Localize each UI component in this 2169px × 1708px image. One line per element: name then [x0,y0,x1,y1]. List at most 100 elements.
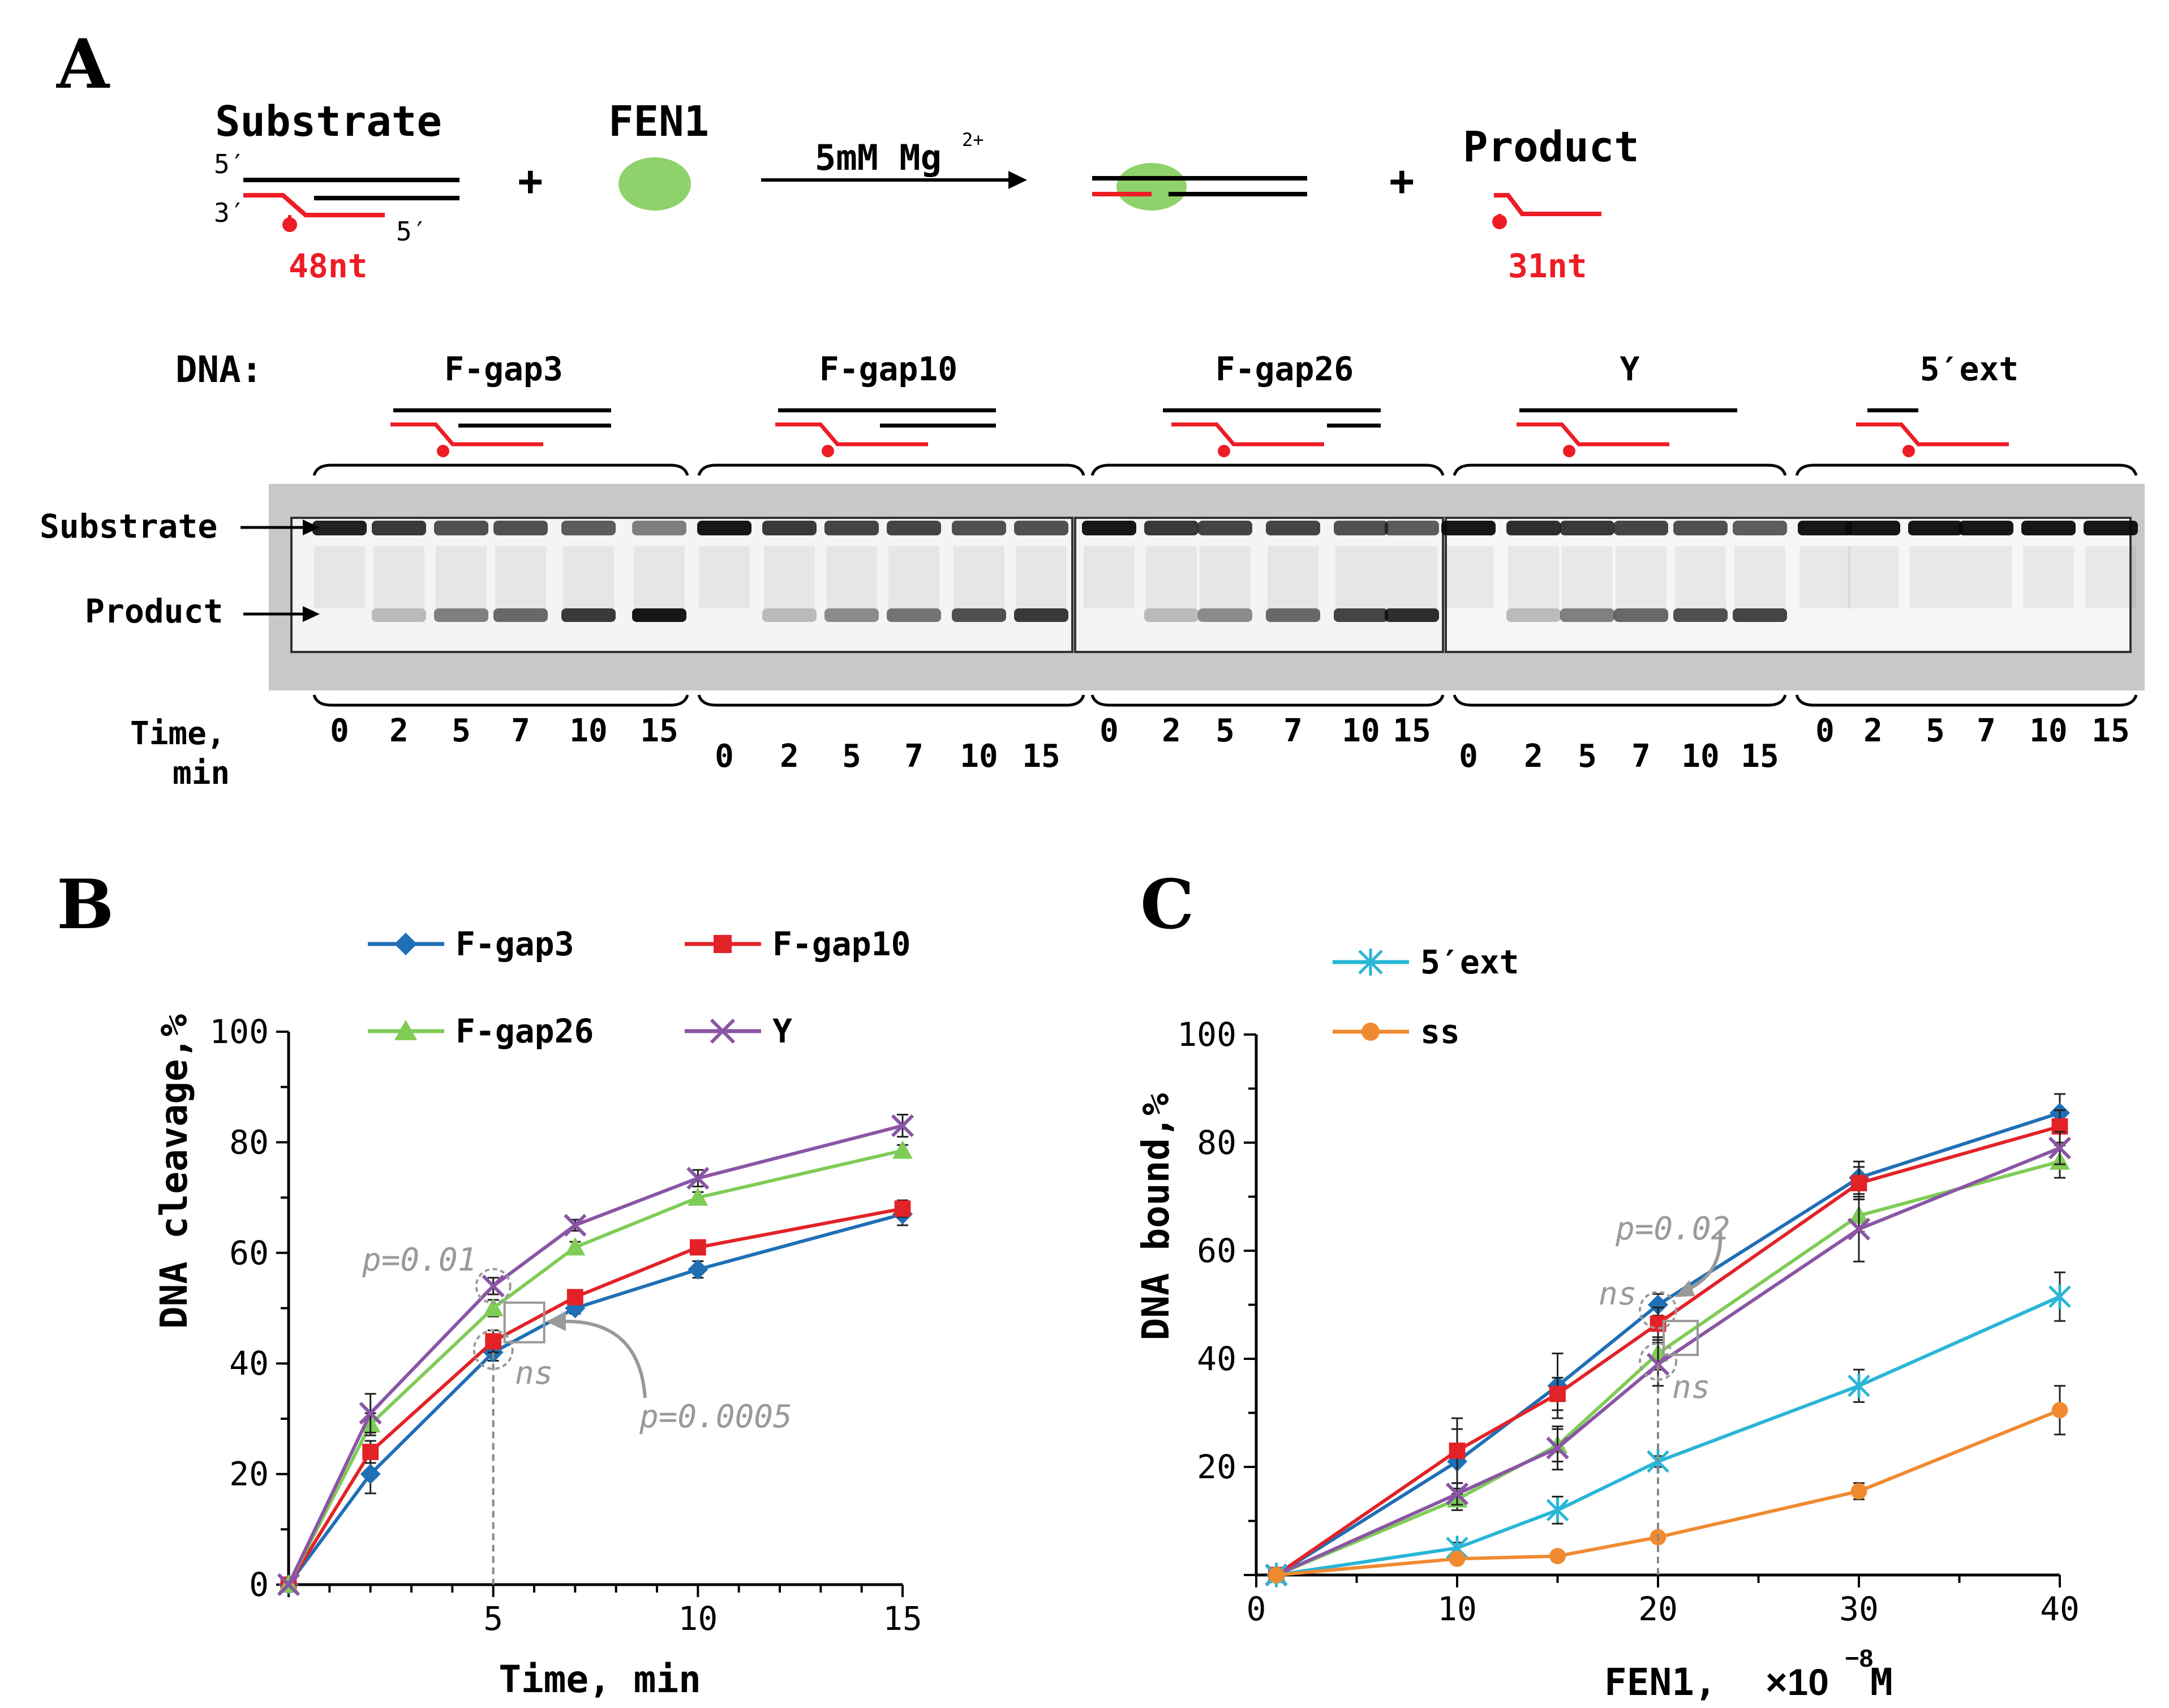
scheme-flap-strand [1856,422,2009,447]
group-label-0: F-gap3 [444,350,563,388]
scheme-three-prime: 3′ [214,198,245,228]
series-line [287,1124,903,1586]
product-band [561,608,616,622]
substrate-band [1144,521,1199,535]
diamond-marker [1648,1294,1668,1315]
group-label-2: F-gap26 [1216,350,1354,388]
group-top-bracket [697,464,1085,476]
series-Y [1265,1131,2072,1587]
panel-a: A Substrate 5′ 3′ 5′ 48nt + FEN1 5mM Mg … [40,24,2145,792]
scheme-condition-superscript: 2+ [962,129,984,151]
scheme-flap-strand [390,422,543,447]
diamond-marker [360,1464,381,1484]
scheme-substrate-length: 48nt [289,247,368,285]
diamond-marker [688,1259,708,1280]
x-marker [686,1166,710,1190]
y-tick-label: 20 [229,1455,269,1494]
lane-smear [1016,546,1067,608]
time-label: 15 [1741,738,1779,775]
lane-smear [634,546,685,608]
scheme-fen1-enzyme [619,157,691,211]
x-marker [2048,1136,2072,1160]
scheme-substrate-dna [243,178,459,232]
panel-c: C DNA bound,% FEN1, ×10 −8 M 20406080100… [1134,865,2080,1704]
chart-b-ylabel: DNA cleavage,% [152,1014,196,1329]
time-label: 0 [1815,713,1835,749]
substrate-band [1798,521,1852,535]
substrate-band [2021,521,2076,535]
series-line [1276,1295,2061,1577]
group-scheme-4 [1856,408,2009,457]
lane-smear [2085,546,2136,608]
lane-smear [373,546,424,608]
time-label: 10 [2029,713,2067,749]
scheme-flap-strand [1171,422,1324,447]
chart-c: 20 40 60 80 100 0 10 20 30 40 5′ext ss [1177,943,2080,1628]
series-line [1276,1408,2061,1577]
group-scheme-2 [1163,408,1381,457]
triangle-marker [565,1237,586,1256]
lane-smear [1910,546,1961,608]
time-label: 2 [1863,713,1883,749]
chart-c-xlabel-unit: M [1870,1660,1893,1704]
substrate-band [952,521,1006,535]
legend-label: F-gap3 [456,925,574,963]
group-bottom-bracket [697,694,1085,707]
scheme-flap-strand [1517,422,1669,447]
time-label: 15 [1393,713,1431,749]
y-tick-label: 100 [209,1012,269,1051]
group-bottom-bracket [312,694,689,707]
gel-substrate-label: Substrate [40,507,217,546]
y-tick-label: 60 [1197,1231,1236,1270]
y-tick-label: 100 [1177,1015,1236,1054]
gel-bands [312,521,2138,622]
star-marker [2048,1284,2071,1309]
lane-smear [1443,546,1494,608]
lane-smear [2023,546,2074,608]
group-scheme-3 [1517,408,1737,457]
substrate-band [2084,521,2138,535]
chart-c-xlabel-times: ×10 [1766,1661,1829,1703]
annot-arrow [560,1319,647,1398]
circle-marker [1361,1023,1380,1041]
product-band [1144,608,1199,622]
time-label: 10 [960,738,998,775]
scheme-product-length: 31nt [1508,247,1587,285]
x-marker [710,1018,736,1044]
product-band [1560,608,1614,622]
lane-smear [1961,546,2012,608]
annot-circle [1639,1342,1677,1381]
chart-c-annotation-marks [1639,1230,1723,1575]
triangle-marker [688,1187,708,1206]
scheme-five-prime-top: 5′ [214,149,245,179]
scheme-flap-strand [775,422,928,447]
annot-circle [475,1268,512,1304]
time-label: 7 [1631,738,1651,775]
scheme-label-dot [1218,445,1230,457]
substrate-band [1014,521,1068,535]
time-label: 5 [1216,713,1235,749]
substrate-band [372,521,426,535]
group-top-bracket [1795,464,2138,476]
lane-smear [1734,546,1785,608]
series-line [1275,1111,2060,1577]
triangle-marker [483,1298,504,1316]
square-marker [362,1444,379,1460]
square-marker [714,935,732,953]
time-label: 0 [715,738,734,775]
x-marker [1847,1217,1871,1241]
x-marker [1546,1436,1569,1460]
product-band [1506,608,1561,622]
series-ss [1268,1385,2068,1583]
substrate-band [1082,521,1136,535]
lane-smear [953,546,1004,608]
square-marker [1449,1442,1466,1459]
lane-smear [314,546,365,608]
x-tick-label: 0 [1247,1590,1266,1628]
y-tick-label: 0 [249,1565,269,1604]
time-label: 5 [842,738,861,775]
legend-label: ss [1420,1012,1460,1051]
substrate-band [632,521,686,535]
product-band [1673,608,1728,622]
star-marker [1358,949,1383,976]
